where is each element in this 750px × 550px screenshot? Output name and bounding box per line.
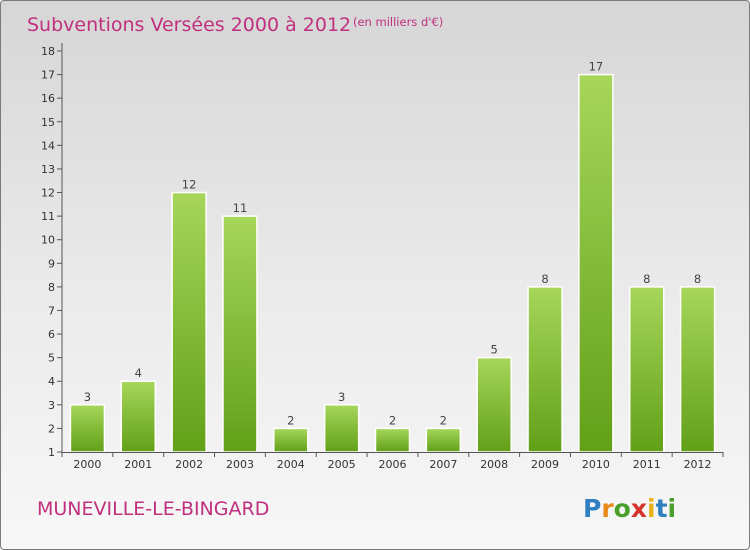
bars: 3 4 12 11 2 3 2 2 5 8 17 8 8 — [69, 60, 716, 453]
bar — [120, 380, 157, 453]
x-tick-label: 2010 — [582, 458, 610, 471]
y-tick-label: 17 — [41, 69, 55, 82]
y-tick-label: 8 — [48, 281, 55, 294]
y-tick-label: 6 — [48, 328, 55, 341]
x-tick-label: 2011 — [633, 458, 661, 471]
y-tick-label: 12 — [41, 187, 55, 200]
bar-value-label: 2 — [287, 413, 294, 427]
bar-value-label: 11 — [233, 201, 248, 215]
bar-value-label: 17 — [589, 60, 604, 74]
x-tick-label: 2005 — [328, 458, 356, 471]
bar — [171, 191, 207, 453]
bar-value-label: 12 — [182, 178, 197, 192]
bar-value-label: 3 — [338, 390, 345, 404]
x-tick-label: 2003 — [226, 458, 254, 471]
x-tick-label: 2000 — [73, 458, 101, 471]
bar-value-label: 2 — [440, 413, 447, 427]
y-tick-label: 2 — [48, 422, 55, 435]
y-tick-label: 15 — [41, 116, 55, 129]
x-tick-label: 2006 — [379, 458, 407, 471]
bar — [323, 404, 360, 453]
bar — [628, 286, 665, 453]
chart-title: Subventions Versées 2000 à 2012 — [27, 14, 351, 36]
bar-value-label: 4 — [135, 366, 142, 380]
y-tick-label: 4 — [48, 375, 55, 388]
x-axis-ticks: 2000 2001 2002 2003 2004 2005 2006 2007 2008 2009… — [61, 452, 724, 471]
bar-value-label: 5 — [491, 343, 498, 357]
x-tick-label: 2012 — [684, 458, 712, 471]
commune-name: MUNEVILLE-LE-BINGARD — [37, 498, 269, 520]
y-tick-label: 14 — [41, 139, 55, 152]
y-tick-label: 7 — [48, 304, 55, 317]
y-tick-label: 10 — [41, 234, 55, 247]
bar — [374, 427, 411, 453]
x-tick-label: 2001 — [124, 458, 152, 471]
bar-value-label: 2 — [389, 413, 396, 427]
x-tick-label: 2004 — [277, 458, 305, 471]
y-tick-label: 1 — [48, 446, 55, 459]
chart-subtitle: (en milliers d'€) — [353, 15, 443, 29]
svg-text:Proxiti: Proxiti — [583, 494, 676, 523]
bar — [476, 356, 512, 453]
x-tick-label: 2008 — [480, 458, 508, 471]
x-tick-label: 2009 — [531, 458, 559, 471]
y-tick-label: 3 — [48, 399, 55, 412]
bar — [222, 215, 258, 453]
bar — [578, 73, 614, 453]
y-tick-label: 18 — [41, 45, 55, 58]
y-tick-label: 16 — [41, 92, 55, 105]
bar-value-label: 8 — [643, 272, 650, 286]
y-tick-label: 13 — [41, 163, 55, 176]
bar — [273, 427, 309, 453]
proxiti-logo: Proxiti — [583, 494, 676, 523]
bar — [425, 427, 462, 453]
bar — [679, 286, 716, 453]
x-tick-label: 2002 — [175, 458, 203, 471]
bar-value-label: 3 — [84, 390, 91, 404]
y-tick-label: 11 — [41, 210, 55, 223]
bar-value-label: 8 — [541, 272, 548, 286]
y-tick-label: 5 — [48, 352, 55, 365]
y-tick-label: 9 — [48, 257, 55, 270]
bar — [69, 404, 106, 453]
bar-value-label: 8 — [694, 272, 701, 286]
bar — [527, 286, 563, 453]
x-tick-label: 2007 — [429, 458, 457, 471]
